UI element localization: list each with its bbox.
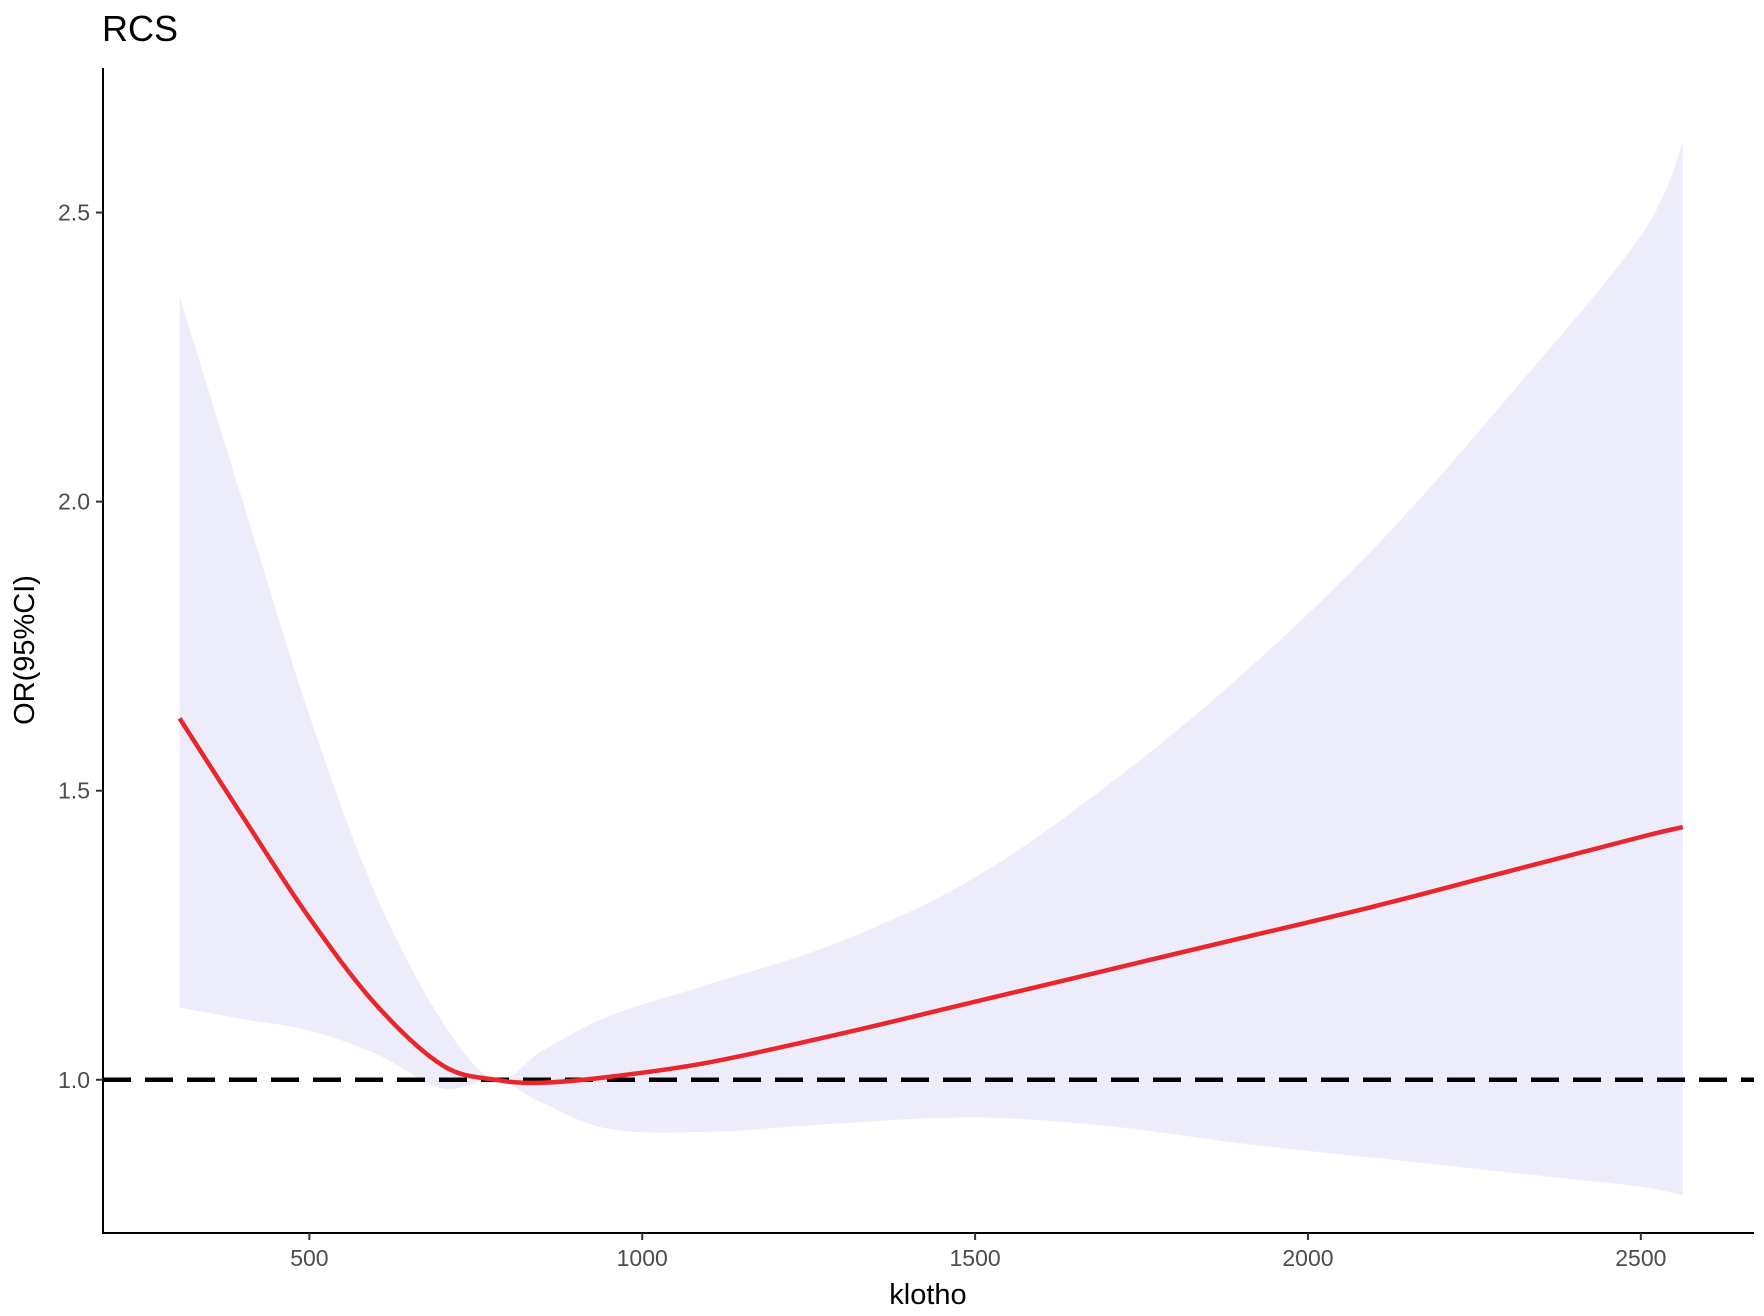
confidence-band-layer	[179, 143, 1683, 1196]
x-tick-label: 500	[290, 1245, 328, 1271]
x-axis-title: klotho	[889, 1279, 966, 1311]
x-tick-label: 1500	[950, 1245, 1001, 1271]
y-tick-label: 1.5	[58, 778, 90, 804]
x-tick-label: 2500	[1615, 1245, 1666, 1271]
y-tick-label: 1.0	[58, 1067, 90, 1093]
axes	[102, 68, 1754, 1234]
chart-title: RCS	[102, 8, 178, 49]
x-tick-label: 1000	[617, 1245, 668, 1271]
or-curve-layer	[177, 717, 1684, 1086]
or-curve	[177, 717, 1684, 1086]
y-tick-label: 2.0	[58, 489, 90, 515]
y-ticks: 1.0 1.5 2.0 2.5	[58, 200, 103, 1093]
x-ticks: 500 1000 1500 2000 2500	[290, 1233, 1666, 1271]
confidence-band	[179, 143, 1683, 1196]
y-axis-title: OR(95%CI)	[9, 575, 41, 725]
x-tick-label: 2000	[1282, 1245, 1333, 1271]
y-tick-label: 2.5	[58, 200, 90, 226]
